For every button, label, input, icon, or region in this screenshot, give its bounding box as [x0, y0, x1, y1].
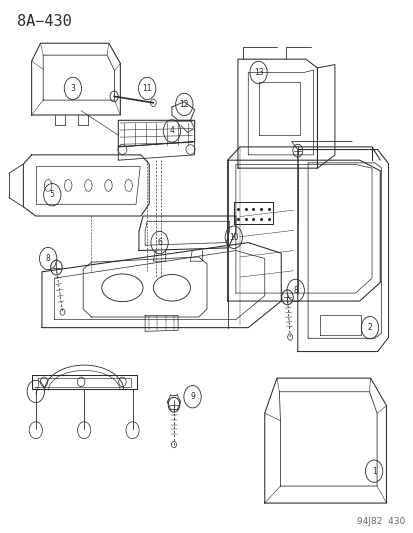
Text: 5: 5: [50, 190, 55, 199]
Text: 7: 7: [33, 387, 38, 396]
Text: 3: 3: [70, 84, 75, 93]
Text: 6: 6: [157, 238, 161, 247]
Text: 11: 11: [142, 84, 152, 93]
Text: 4: 4: [169, 126, 174, 135]
Text: 8: 8: [293, 286, 297, 295]
Text: 8: 8: [46, 254, 50, 263]
Text: 94J82  430: 94J82 430: [356, 517, 404, 526]
Text: 12: 12: [179, 100, 189, 109]
Text: 13: 13: [253, 68, 263, 77]
Text: 2: 2: [367, 323, 371, 332]
Text: 10: 10: [228, 233, 238, 242]
Text: 9: 9: [190, 392, 195, 401]
Text: 1: 1: [371, 467, 375, 475]
Text: 8A−430: 8A−430: [17, 14, 72, 29]
